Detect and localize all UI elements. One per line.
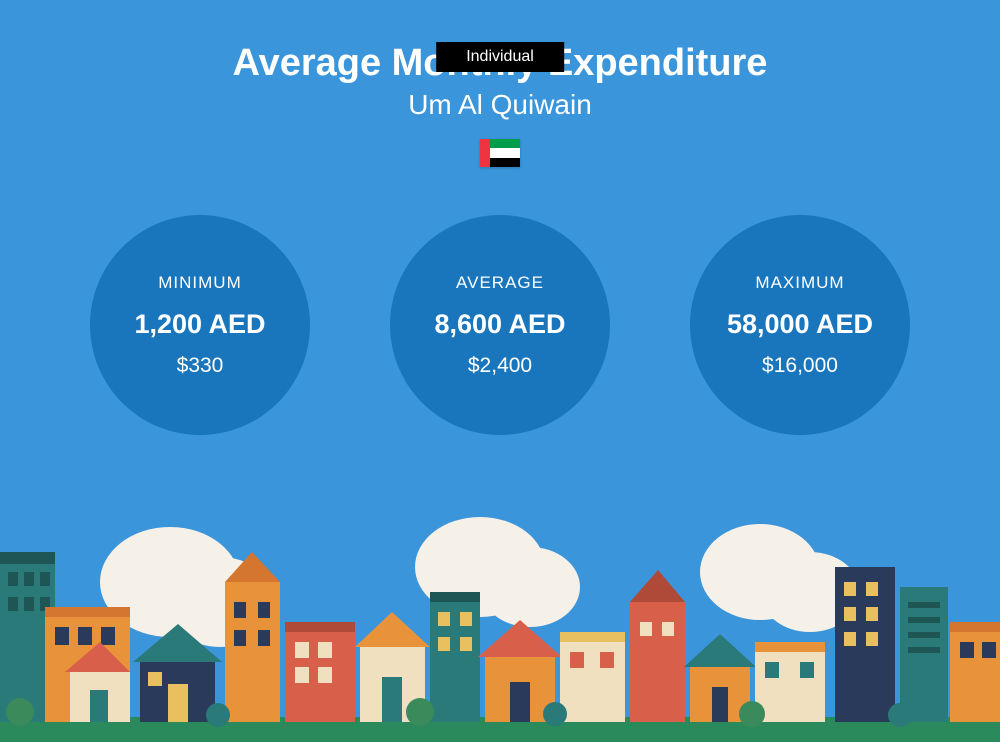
flag-hoist — [480, 139, 490, 167]
uae-flag-icon — [480, 139, 520, 167]
stat-label: AVERAGE — [456, 273, 544, 293]
stat-value-aed: 8,600 AED — [434, 309, 565, 340]
flag-stripes — [490, 139, 520, 167]
flag-stripe-bot — [490, 158, 520, 167]
stat-circle-average: AVERAGE 8,600 AED $2,400 — [390, 215, 610, 435]
cityscape-illustration — [0, 512, 1000, 742]
stat-value-usd: $2,400 — [468, 354, 532, 378]
category-badge: Individual — [436, 42, 564, 72]
stat-value-aed: 1,200 AED — [134, 309, 265, 340]
stat-label: MINIMUM — [158, 273, 241, 293]
stat-value-usd: $16,000 — [762, 354, 838, 378]
stat-circle-maximum: MAXIMUM 58,000 AED $16,000 — [690, 215, 910, 435]
stat-value-usd: $330 — [177, 354, 224, 378]
stat-label: MAXIMUM — [755, 273, 844, 293]
stat-circles: MINIMUM 1,200 AED $330 AVERAGE 8,600 AED… — [0, 215, 1000, 435]
flag-stripe-top — [490, 139, 520, 148]
flag-stripe-mid — [490, 148, 520, 157]
stat-value-aed: 58,000 AED — [727, 309, 873, 340]
page-subtitle: Um Al Quiwain — [0, 89, 1000, 121]
stat-circle-minimum: MINIMUM 1,200 AED $330 — [90, 215, 310, 435]
